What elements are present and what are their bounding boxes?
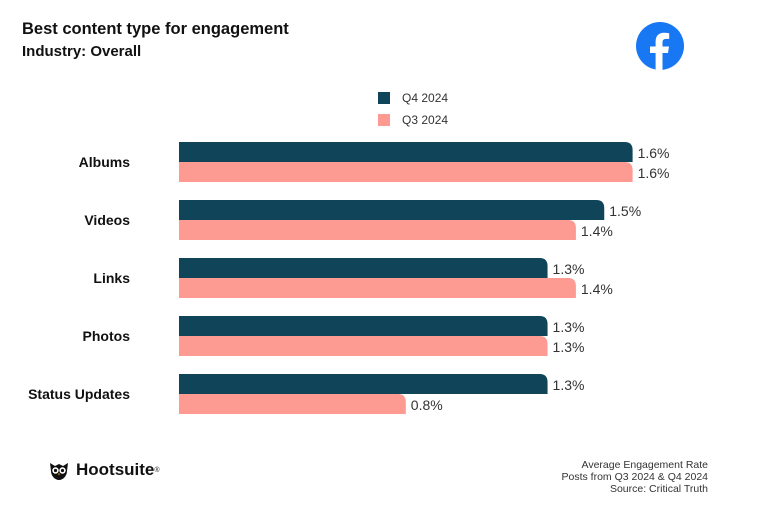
data-label: 1.6% bbox=[638, 145, 670, 161]
bar-q3 bbox=[179, 336, 548, 356]
data-label: 1.4% bbox=[581, 281, 613, 297]
legend-swatch-q4 bbox=[378, 92, 390, 104]
bar-q4 bbox=[179, 200, 605, 220]
category-label: Albums bbox=[79, 154, 131, 170]
bar-chart: Albums 1.6% 1.6% Videos 1.5% 1.4% Links 1.3% 1.4… bbox=[28, 142, 670, 414]
legend-label-q4: Q4 2024 bbox=[402, 91, 449, 105]
bar-q3 bbox=[179, 162, 633, 182]
chart-source-note: Average Engagement Rate Posts from Q3 20… bbox=[562, 459, 709, 495]
legend-swatch-q3 bbox=[378, 114, 390, 126]
legend-item-q3: Q3 2024 bbox=[378, 109, 448, 131]
category-label: Status Updates bbox=[28, 386, 130, 402]
bar-q4 bbox=[179, 374, 548, 394]
data-label: 1.3% bbox=[553, 339, 585, 355]
note-line-period: Posts from Q3 2024 & Q4 2024 bbox=[561, 471, 709, 483]
category-label: Videos bbox=[84, 212, 130, 228]
bar-q4 bbox=[179, 258, 548, 278]
category-label: Links bbox=[93, 270, 130, 286]
data-label: 1.3% bbox=[553, 261, 585, 277]
registered-mark: ® bbox=[154, 466, 160, 474]
note-line-source: Source: Critical Truth bbox=[609, 483, 708, 495]
data-label: 1.3% bbox=[553, 319, 585, 335]
bar-q3 bbox=[179, 220, 576, 240]
bar-q4 bbox=[179, 316, 548, 336]
legend-label-q3: Q3 2024 bbox=[402, 113, 449, 127]
hootsuite-logo: Hootsuite ® bbox=[48, 459, 160, 481]
chart-legend: Q4 2024 Q3 2024 bbox=[378, 87, 448, 131]
data-label: 1.3% bbox=[553, 377, 585, 393]
data-label: 1.4% bbox=[581, 223, 613, 239]
hootsuite-brand-text: Hootsuite bbox=[76, 460, 155, 479]
bar-q3 bbox=[179, 394, 406, 414]
bar-q3 bbox=[179, 278, 576, 298]
category-label: Photos bbox=[83, 328, 131, 344]
data-label: 1.5% bbox=[609, 203, 641, 219]
bar-q4 bbox=[179, 142, 633, 162]
note-line-metric: Average Engagement Rate bbox=[581, 459, 708, 471]
data-label: 0.8% bbox=[411, 397, 443, 413]
chart-title: Best content type for engagement bbox=[22, 20, 289, 38]
legend-item-q4: Q4 2024 bbox=[378, 87, 448, 109]
facebook-logo-icon bbox=[636, 22, 684, 70]
hootsuite-owl-icon bbox=[50, 463, 68, 480]
data-label: 1.6% bbox=[638, 165, 670, 181]
chart-subtitle: Industry: Overall bbox=[22, 43, 142, 60]
